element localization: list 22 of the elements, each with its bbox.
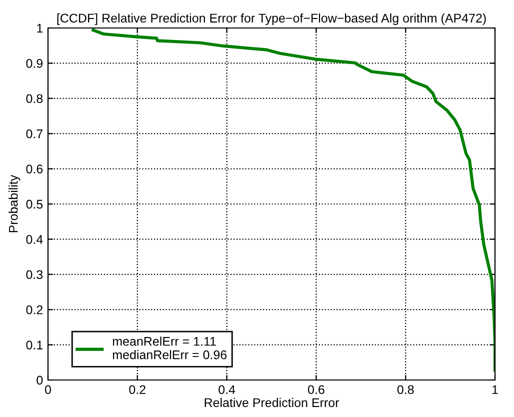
y-tick-label: 0.7 bbox=[26, 129, 43, 138]
chart-title: [CCDF] Relative Prediction Error for Type−of−Flow−based Alg orithm (AP472) bbox=[57, 13, 486, 26]
y-tick-label: 0.3 bbox=[26, 270, 43, 280]
x-tick-label: 0.2 bbox=[129, 385, 146, 394]
x-tick-label: 0.8 bbox=[397, 385, 414, 394]
y-tick-label: 0.6 bbox=[26, 164, 43, 174]
x-tick-label: 0.6 bbox=[308, 385, 324, 394]
y-tick-label: 0.1 bbox=[26, 340, 43, 350]
y-tick-label: 0.5 bbox=[26, 200, 43, 209]
y-tick-label: 1 bbox=[37, 24, 43, 33]
y-axis-title: Probability bbox=[8, 174, 20, 232]
y-tick-label: 0.4 bbox=[26, 235, 43, 244]
y-tick-label: 0 bbox=[36, 376, 43, 385]
x-tick-label: 0.4 bbox=[218, 385, 236, 394]
x-axis-title: Relative Prediction Error bbox=[204, 398, 340, 408]
x-tick-label: 0 bbox=[45, 385, 51, 394]
y-tick-label: 0.9 bbox=[26, 59, 43, 68]
y-tick-label: 0.2 bbox=[26, 305, 43, 314]
legend-label: meanRelErr = 1.11 medianRelErr = 0.96 bbox=[112, 336, 227, 360]
y-tick-label: 0.8 bbox=[26, 94, 43, 104]
line-series bbox=[92, 28, 495, 372]
x-tick-label: 1 bbox=[492, 385, 498, 394]
